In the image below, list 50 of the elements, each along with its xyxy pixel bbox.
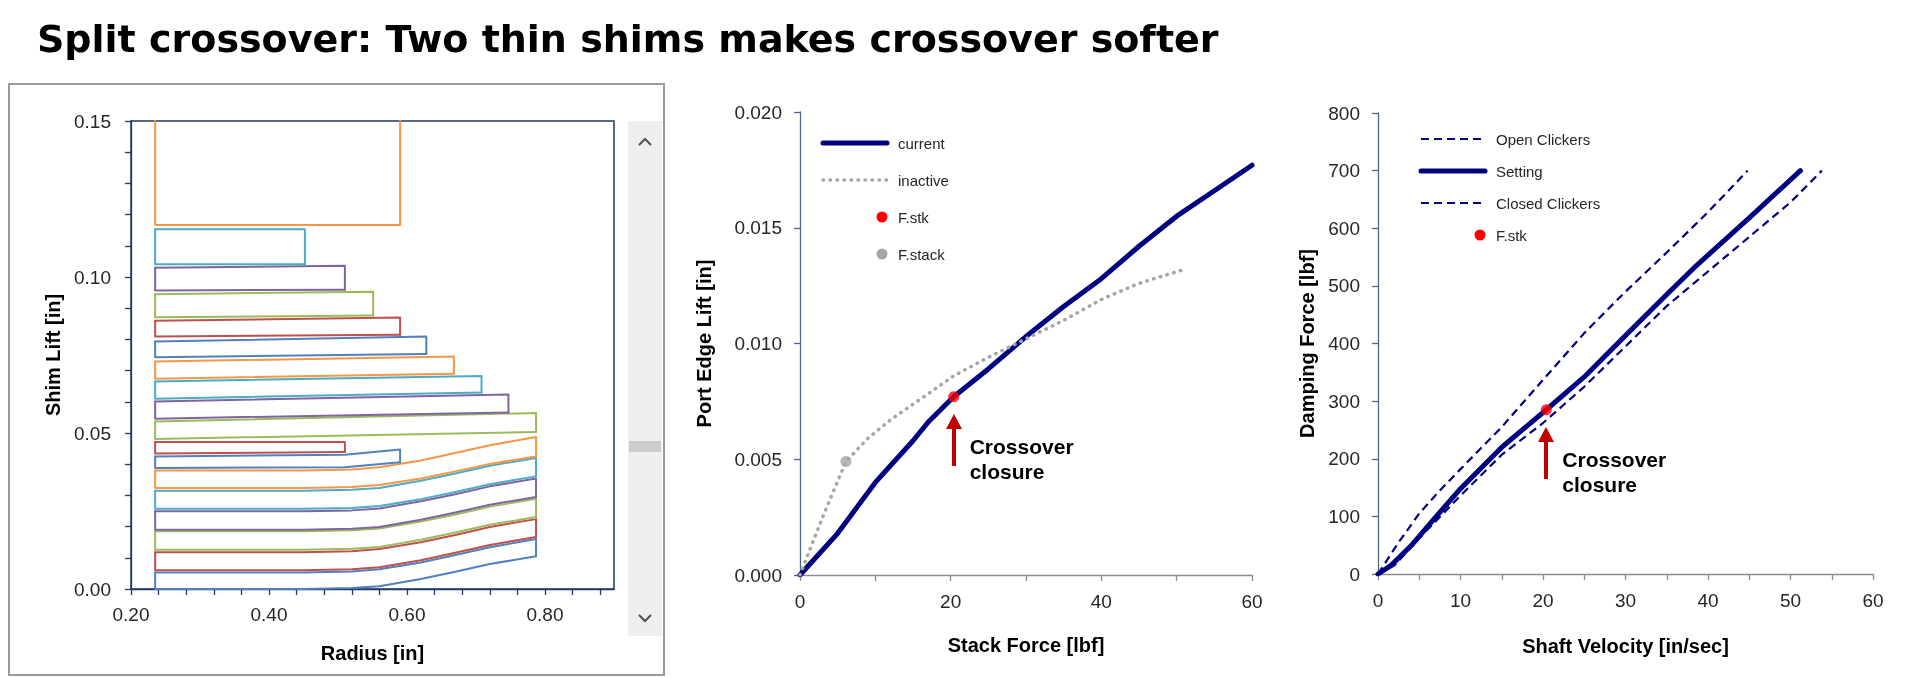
annotation: Crossover closure: [1562, 446, 1667, 498]
y-axis-title: Port Edge Lift [in]: [693, 259, 715, 428]
x-tick-label: 0.40: [250, 604, 288, 625]
legend-label: inactive: [898, 171, 949, 189]
y-tick-label: 0.000: [734, 564, 782, 586]
x-axis-title: Radius [in]: [320, 642, 425, 664]
y-tick-label: 0.020: [734, 101, 782, 123]
x-tick-label: 0.20: [112, 604, 150, 625]
y-tick-label: 100: [1328, 505, 1360, 527]
x-tick-label: 40: [1697, 590, 1719, 611]
x-tick-label: 10: [1449, 590, 1472, 611]
y-tick-label: 300: [1328, 390, 1360, 412]
y-tick-label: 200: [1328, 448, 1360, 470]
legend-label: F.stk: [1496, 226, 1527, 244]
y-axis-title: Damping Force [lbf]: [1296, 249, 1319, 438]
legend-label: Setting: [1496, 162, 1543, 180]
y-tick-label: 800: [1328, 102, 1360, 124]
y-tick-label: 0: [1349, 563, 1360, 585]
y-tick-label: 0.005: [734, 448, 782, 470]
x-tick-label: 0.60: [388, 604, 426, 625]
y-axis-title: Shim Lift [in]: [42, 293, 64, 417]
x-tick-label: 60: [1862, 590, 1884, 611]
y-tick-label: 0.00: [74, 578, 111, 600]
legend-label: F.stk: [898, 208, 929, 226]
legend-label: Open Clickers: [1496, 130, 1591, 148]
x-tick-label: 20: [1532, 590, 1554, 611]
x-tick-label: 60: [1241, 591, 1263, 612]
y-tick-label: 500: [1328, 275, 1360, 297]
legend-label: F.stack: [898, 245, 945, 263]
legend-label: Closed Clickers: [1496, 194, 1601, 212]
x-tick-label: 40: [1090, 591, 1112, 612]
x-tick-label: 0: [1372, 590, 1384, 611]
y-tick-label: 0.015: [734, 217, 782, 239]
x-tick-label: 30: [1614, 590, 1637, 611]
legend-label: current: [898, 134, 945, 152]
y-tick-label: 600: [1328, 217, 1360, 239]
x-axis-title: Shaft Velocity [in/sec]: [1522, 635, 1729, 657]
chart-title: Split crossover: Two thin shims makes crossover softer: [37, 17, 1219, 61]
annotation: Crossover closure: [969, 433, 1074, 485]
y-tick-label: 0.05: [74, 422, 111, 444]
y-tick-label: 0.10: [74, 266, 111, 288]
x-tick-label: 50: [1779, 590, 1802, 611]
y-tick-label: 700: [1328, 160, 1360, 182]
x-tick-label: 20: [940, 591, 962, 612]
y-tick-label: 400: [1328, 333, 1360, 354]
x-tick-label: 0.80: [526, 604, 564, 625]
y-tick-label: 0.15: [74, 110, 111, 132]
x-tick-label: 0: [794, 591, 806, 612]
y-tick-label: 0.010: [734, 333, 782, 354]
x-axis-title: Stack Force [lbf]: [947, 634, 1105, 656]
